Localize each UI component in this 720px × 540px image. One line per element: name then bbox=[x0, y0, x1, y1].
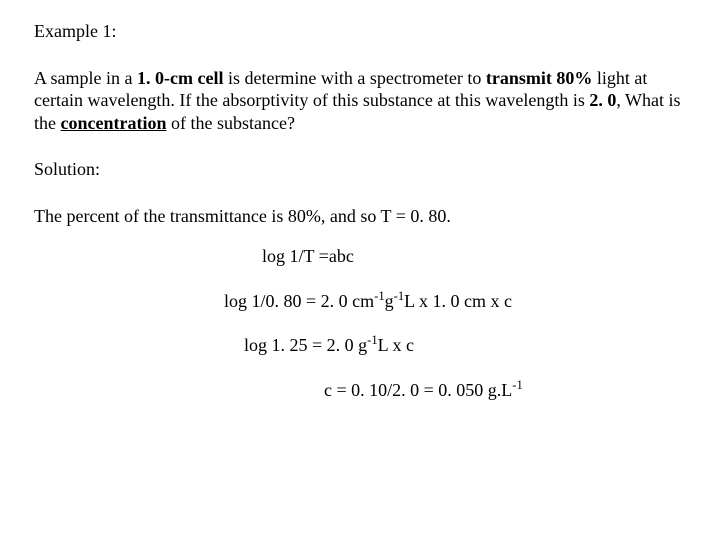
eq2-part-b: g bbox=[385, 291, 394, 311]
solution-line-1: The percent of the transmittance is 80%,… bbox=[34, 205, 686, 228]
problem-statement: A sample in a 1. 0-cm cell is determine … bbox=[34, 67, 686, 135]
equation-3: log 1. 25 = 2. 0 g-1L x c bbox=[244, 334, 686, 357]
equation-1: log 1/T =abc bbox=[262, 245, 686, 268]
eq4-part-a: c = 0. 10/2. 0 = 0. 050 g.L bbox=[324, 380, 512, 400]
transmit-word: transmit bbox=[486, 68, 552, 88]
problem-text-6: of the substance? bbox=[166, 113, 294, 133]
eq2-part-c: L x 1. 0 cm x c bbox=[404, 291, 512, 311]
equation-2: log 1/0. 80 = 2. 0 cm-1g-1L x 1. 0 cm x … bbox=[224, 290, 686, 313]
solution-label: Solution: bbox=[34, 158, 686, 181]
eq3-part-a: log 1. 25 = 2. 0 g bbox=[244, 335, 367, 355]
eq3-part-b: L x c bbox=[378, 335, 414, 355]
slide-page: Example 1: A sample in a 1. 0-cm cell is… bbox=[0, 0, 720, 540]
problem-text-2: is determine with a spectrometer to bbox=[223, 68, 485, 88]
equations-block: log 1/T =abc log 1/0. 80 = 2. 0 cm-1g-1L… bbox=[224, 245, 686, 401]
problem-text-1: A sample in a bbox=[34, 68, 137, 88]
concentration-word: concentration bbox=[61, 113, 167, 133]
example-label: Example 1: bbox=[34, 20, 686, 43]
equation-4: c = 0. 10/2. 0 = 0. 050 g.L-1 bbox=[324, 379, 686, 402]
eq2-sup-2: -1 bbox=[394, 289, 405, 303]
eq4-sup-1: -1 bbox=[512, 378, 523, 392]
eq2-part-a: log 1/0. 80 = 2. 0 cm bbox=[224, 291, 374, 311]
absorptivity-value: 2. 0 bbox=[589, 90, 616, 110]
cell-length: 1. 0-cm cell bbox=[137, 68, 223, 88]
eq2-sup-1: -1 bbox=[374, 289, 385, 303]
transmit-percent: 80% bbox=[556, 68, 592, 88]
eq3-sup-1: -1 bbox=[367, 333, 378, 347]
